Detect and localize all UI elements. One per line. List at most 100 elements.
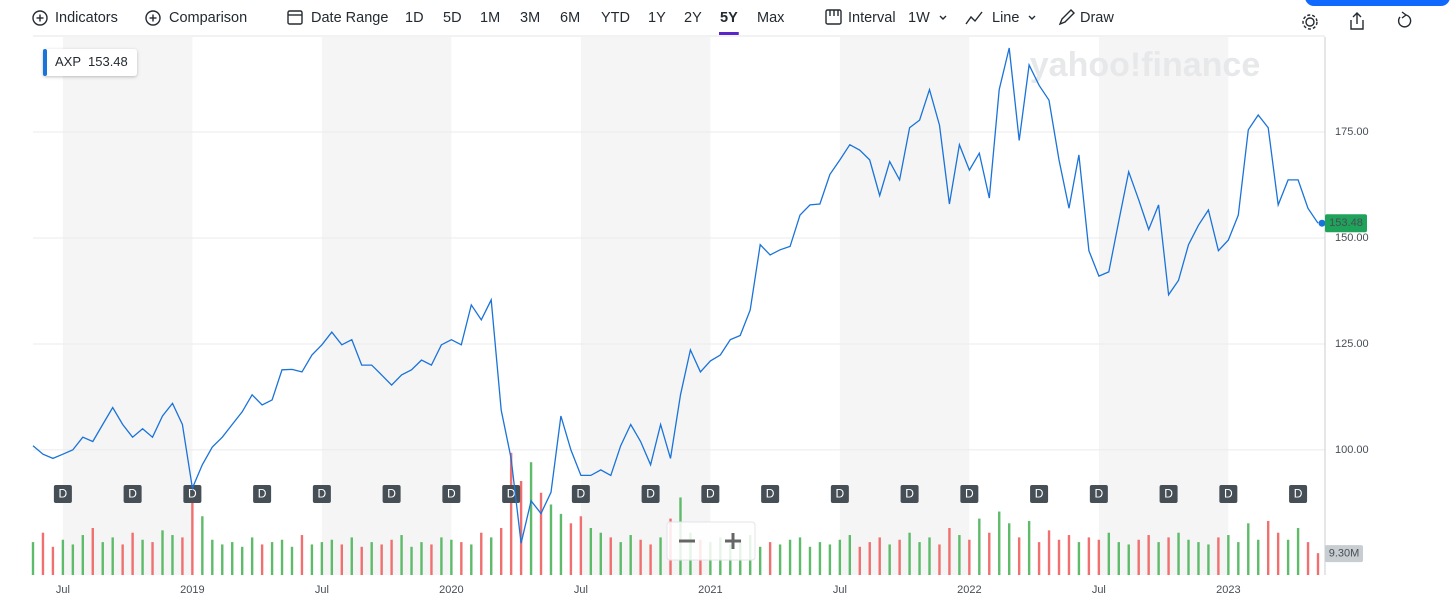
price-badge: [1325, 214, 1367, 233]
volume-bar: [141, 539, 144, 575]
volume-bar: [101, 542, 104, 575]
dividend-marker: [123, 485, 142, 503]
range-button[interactable]: YTD: [601, 10, 630, 26]
zoom-controls: [666, 521, 756, 561]
dividend-marker: [442, 485, 461, 503]
volume-bar: [1057, 539, 1061, 575]
range-button[interactable]: 1M: [480, 10, 500, 26]
range-button[interactable]: 5D: [443, 10, 462, 26]
volume-bar: [1137, 539, 1140, 575]
volume-bar: [599, 532, 602, 575]
volume-bar: [181, 537, 184, 575]
volume-bar: [41, 532, 45, 575]
range-button[interactable]: 1D: [405, 10, 424, 26]
volume-badge-label: 9.30M: [1329, 548, 1360, 560]
volume-bar: [788, 539, 792, 575]
volume-bar: [81, 535, 85, 575]
volume-bar: [51, 546, 55, 575]
dividend-marker: [382, 485, 401, 503]
comparison-button[interactable]: Comparison: [169, 10, 247, 26]
volume-bar: [280, 539, 284, 575]
volume-bar: [290, 546, 294, 575]
chart-type-button[interactable]: Line: [992, 10, 1019, 26]
range-button[interactable]: Max: [757, 10, 785, 26]
volume-bar: [330, 539, 334, 575]
volume-bar: [619, 542, 622, 575]
volume-bar: [380, 544, 383, 575]
volume-bar: [828, 544, 832, 575]
volume-bar: [231, 542, 234, 575]
dividend-marker: [641, 485, 660, 503]
volume-bar: [519, 481, 523, 575]
range-button[interactable]: 1Y: [648, 10, 666, 26]
volume-bar: [888, 544, 891, 575]
volume-bar: [71, 544, 75, 575]
volume-bar: [300, 535, 304, 575]
active-underline: [719, 32, 739, 35]
dividend-marker: [53, 485, 72, 503]
dividend-label: D: [447, 487, 456, 501]
volume-bar: [609, 537, 612, 575]
volume-bar: [191, 499, 194, 575]
volume-bar: [310, 544, 314, 575]
range-button[interactable]: 5Y: [720, 10, 738, 26]
volume-bar: [420, 542, 423, 575]
volume-bar: [1266, 520, 1270, 575]
volume-bar: [350, 537, 353, 575]
volume-bar: [798, 537, 802, 575]
volume-bar: [171, 535, 174, 575]
dividend-label: D: [1035, 487, 1044, 501]
volume-bar: [868, 542, 871, 575]
legend-value: 153.48: [88, 54, 128, 69]
volume-bar: [31, 542, 35, 575]
volume-bar: [988, 532, 991, 575]
volume-bar: [838, 539, 842, 575]
y-tick-label: 100.00: [1335, 444, 1369, 456]
volume-bar: [250, 537, 254, 575]
volume-bar: [938, 544, 941, 575]
dividend-marker: [900, 485, 919, 503]
volume-bar: [629, 535, 632, 575]
volume-bar: [1177, 532, 1180, 575]
volume-bar: [958, 535, 961, 575]
volume-bar: [778, 544, 782, 575]
volume-bar: [1008, 523, 1011, 575]
volume-bar: [390, 539, 393, 575]
range-button[interactable]: 6M: [560, 10, 580, 26]
x-tick-label: 2019: [180, 584, 204, 596]
volume-bar: [360, 546, 363, 575]
x-tick-label: Jul: [56, 584, 70, 596]
dividend-marker: [701, 485, 720, 503]
dividend-marker: [1030, 485, 1049, 503]
volume-bar: [1207, 544, 1210, 575]
date-range-button[interactable]: Date Range: [311, 10, 388, 26]
volume-bar: [1197, 542, 1200, 575]
draw-button[interactable]: Draw: [1080, 10, 1114, 26]
interval-label[interactable]: Interval: [848, 10, 896, 26]
volume-bar: [559, 513, 563, 575]
dividend-label: D: [507, 487, 516, 501]
volume-bar: [1117, 542, 1120, 575]
dividend-label: D: [965, 487, 974, 501]
volume-bar: [1127, 544, 1130, 575]
volume-bar: [1227, 535, 1230, 575]
dividend-label: D: [706, 487, 715, 501]
indicators-button[interactable]: Indicators: [55, 10, 118, 26]
range-button[interactable]: 2Y: [684, 10, 702, 26]
legend: AXP 153.48: [43, 49, 137, 76]
interval-value[interactable]: 1W: [908, 10, 930, 26]
volume-bar: [509, 452, 513, 575]
range-button[interactable]: 3M: [520, 10, 540, 26]
x-tick-label: 2022: [957, 584, 981, 596]
dividend-label: D: [766, 487, 775, 501]
last-point: [1318, 219, 1326, 227]
volume-bar: [1097, 539, 1101, 575]
primary-button[interactable]: [1305, 0, 1450, 6]
volume-bar: [161, 530, 164, 575]
volume-bar: [1316, 553, 1320, 575]
volume-bar: [1237, 542, 1240, 575]
dividend-label: D: [1294, 487, 1303, 501]
volume-bar: [1157, 542, 1160, 575]
volume-bar: [410, 546, 413, 575]
volume-bar: [898, 539, 901, 575]
